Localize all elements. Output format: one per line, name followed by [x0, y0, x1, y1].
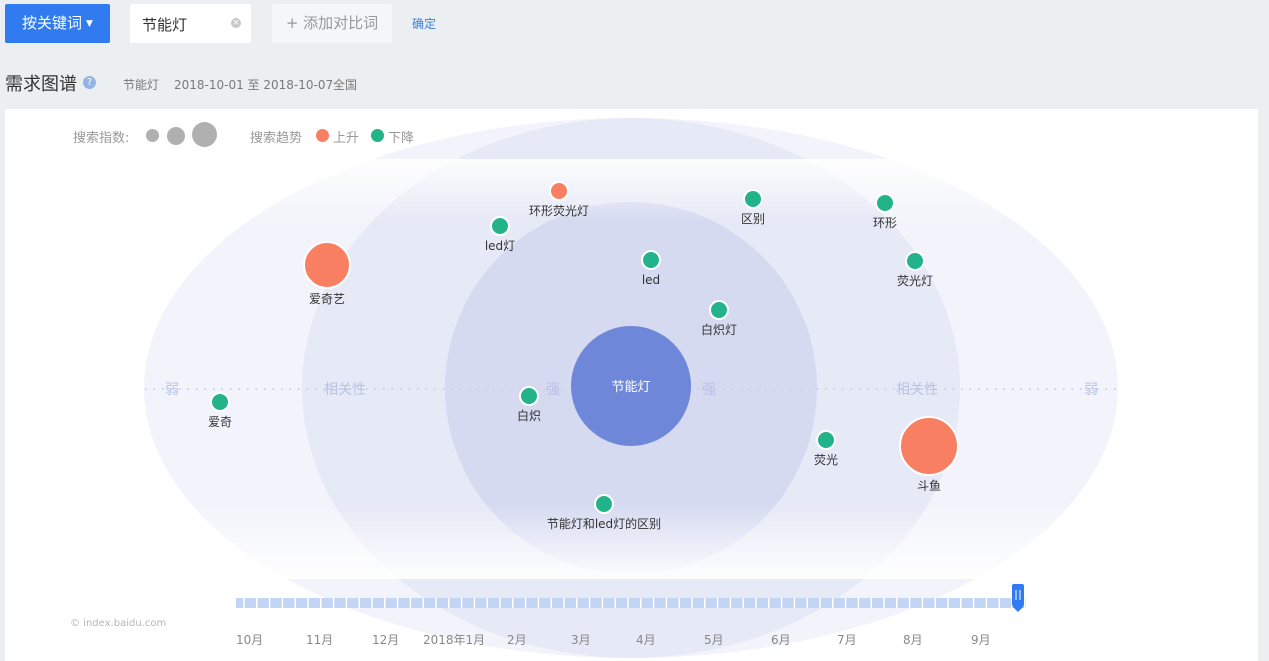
legend-down-label: 下降	[388, 131, 415, 146]
keyword-node-label: 荧光灯	[897, 274, 933, 288]
down-dot-icon	[371, 129, 384, 142]
axis-weak-left: 弱	[165, 382, 179, 398]
meta-date-range: 2018-10-01 至 2018-10-07	[174, 78, 334, 92]
small-circle-icon	[146, 129, 159, 142]
keyword-node[interactable]: 节能灯和led灯的区别	[547, 494, 661, 531]
keyword-node-label: led	[642, 273, 660, 287]
keyword-node-circle[interactable]	[303, 241, 351, 289]
axis-strong-right: 强	[702, 382, 716, 398]
keyword-node-circle[interactable]	[490, 216, 510, 236]
keyword-node[interactable]: 区别	[741, 189, 765, 226]
meta-region: 全国	[333, 78, 358, 92]
keyword-node-label: 环形荧光灯	[529, 204, 589, 218]
page-title: 需求图谱	[5, 74, 77, 95]
timeline-month-label[interactable]: 8月	[903, 633, 923, 647]
keyword-node-circle[interactable]	[519, 386, 539, 406]
keyword-node-circle[interactable]	[905, 251, 925, 271]
legend-index-label: 搜索指数:	[73, 131, 130, 146]
timeline-track	[236, 598, 1026, 608]
timeline-month-label[interactable]: 7月	[837, 633, 857, 647]
add-compare-button[interactable]: + 添加对比词	[272, 4, 392, 43]
keyword-node[interactable]: 荧光	[814, 430, 838, 467]
axis-weak-right: 弱	[1084, 382, 1098, 398]
keyword-node-label: 斗鱼	[917, 479, 941, 493]
timeline-ticks	[243, 598, 1026, 608]
caret-down-icon: ▼	[86, 19, 93, 29]
keyword-node-circle[interactable]	[816, 430, 836, 450]
keyword-node[interactable]: 环形荧光灯	[529, 181, 589, 218]
timeline-month-label[interactable]: 11月	[306, 633, 334, 647]
axis-relevance-right: 相关性	[896, 382, 938, 398]
keyword-node-circle[interactable]	[594, 494, 614, 514]
keyword-node-circle[interactable]	[549, 181, 569, 201]
keyword-node-label: 爱奇	[208, 415, 232, 429]
meta-keyword: 节能灯	[123, 78, 160, 92]
keyword-node-label: led灯	[485, 239, 515, 253]
help-icon[interactable]: ?	[83, 76, 96, 89]
keyword-node[interactable]: 爱奇艺	[303, 241, 351, 306]
timeline-month-label[interactable]: 12月	[372, 633, 400, 647]
keyword-node[interactable]: led	[641, 250, 661, 287]
keyword-node[interactable]: led灯	[485, 216, 515, 253]
confirm-link[interactable]: 确定	[412, 17, 437, 31]
timeline-month-label[interactable]: 2月	[507, 633, 527, 647]
keyword-node[interactable]: 白炽	[517, 386, 541, 423]
toolbar: 按关键词 ▼ 节能灯 × + 添加对比词 确定	[0, 0, 1269, 50]
keyword-node-label: 爱奇艺	[309, 292, 345, 306]
timeline-month-label[interactable]: 10月	[236, 633, 264, 647]
keyword-node-label: 环形	[873, 216, 897, 230]
axis-strong-left: 强	[546, 382, 560, 398]
keyword-mode-label: 按关键词	[22, 14, 83, 32]
watermark: © index.baidu.com	[70, 618, 167, 629]
center-node[interactable]	[571, 326, 691, 446]
keyword-node-circle[interactable]	[743, 189, 763, 209]
timeline-handle[interactable]	[1012, 584, 1024, 606]
axis-relevance-left: 相关性	[324, 382, 366, 398]
legend-up-label: 上升	[333, 131, 360, 146]
keyword-node-circle[interactable]	[709, 300, 729, 320]
keyword-node[interactable]: 斗鱼	[899, 416, 959, 493]
timeline-month-label[interactable]: 5月	[704, 633, 724, 647]
clear-icon[interactable]: ×	[231, 18, 241, 28]
legend-trend-label: 搜索趋势	[250, 131, 303, 146]
keyword-input[interactable]: 节能灯 ×	[130, 4, 251, 43]
keyword-node[interactable]: 环形	[873, 193, 897, 230]
up-dot-icon	[316, 129, 329, 142]
keyword-node-label: 白炽灯	[701, 322, 737, 337]
keyword-node-circle[interactable]	[210, 392, 230, 412]
keyword-node-label: 区别	[741, 212, 765, 226]
keyword-value: 节能灯	[142, 16, 188, 34]
timeline-month-label[interactable]: 6月	[771, 633, 791, 647]
keyword-mode-button[interactable]: 按关键词 ▼	[5, 4, 110, 43]
timeline-month-label[interactable]: 2018年1月	[423, 633, 486, 647]
timeline-handle-pointer-icon	[1012, 606, 1024, 612]
timeline-month-label[interactable]: 3月	[571, 633, 591, 647]
large-circle-icon	[192, 122, 217, 147]
keyword-node[interactable]: 爱奇	[208, 392, 232, 429]
keyword-node[interactable]: 荧光灯	[897, 251, 933, 288]
graph-panel: 搜索指数: 搜索趋势 上升 下降 弱 相关性 强 强 相关性 弱 节能灯	[5, 109, 1258, 661]
keyword-node-circle[interactable]	[641, 250, 661, 270]
medium-circle-icon	[167, 127, 185, 145]
keyword-node-label: 白炽	[517, 408, 541, 423]
keyword-node-circle[interactable]	[875, 193, 895, 213]
keyword-node-label: 节能灯和led灯的区别	[547, 516, 661, 531]
center-node-label: 节能灯	[611, 380, 650, 395]
keyword-node-label: 荧光	[814, 453, 838, 467]
keyword-node-circle[interactable]	[899, 416, 959, 476]
timeline-month-label[interactable]: 9月	[971, 633, 991, 647]
keyword-node[interactable]: 白炽灯	[701, 300, 737, 337]
timeline-month-label[interactable]: 4月	[636, 633, 656, 647]
